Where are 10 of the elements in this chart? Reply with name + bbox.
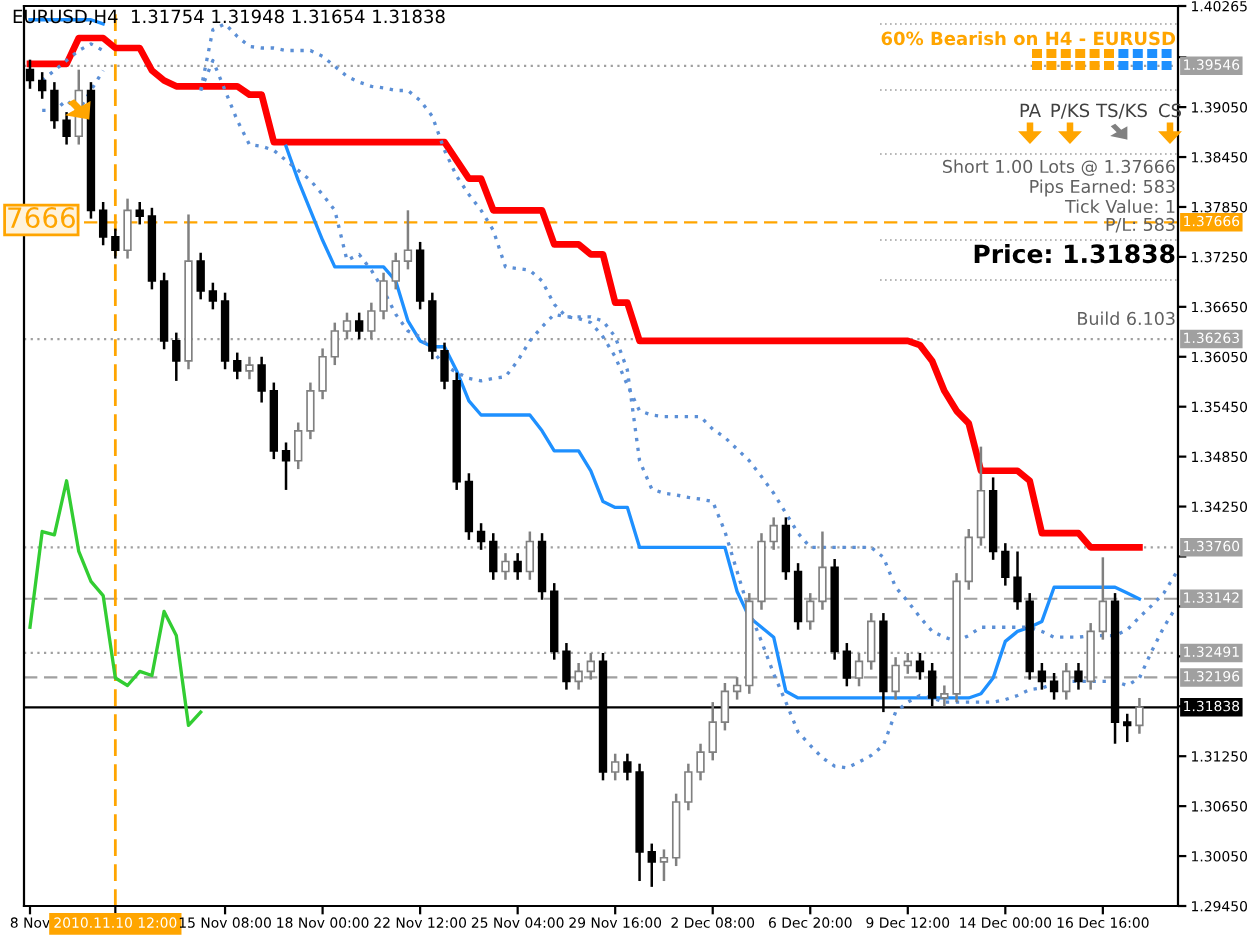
annotation: 60% Bearish on H4 - EURUSD bbox=[881, 31, 1176, 46]
annotation: Tick Value: 1 bbox=[1064, 199, 1175, 214]
annotation: P/KS bbox=[1051, 103, 1090, 119]
annotation: Short 1.00 Lots @ 1.37666 bbox=[942, 159, 1175, 176]
annotation: Build 6.103 bbox=[1078, 311, 1175, 326]
annotation: PA bbox=[1020, 103, 1041, 117]
annotation: Price: 1.31838 bbox=[974, 243, 1175, 264]
annotation: Pips Earned: 583 bbox=[1030, 179, 1175, 197]
annotation: 7666 bbox=[8, 207, 75, 229]
annotation: TS/KS bbox=[1096, 103, 1147, 119]
